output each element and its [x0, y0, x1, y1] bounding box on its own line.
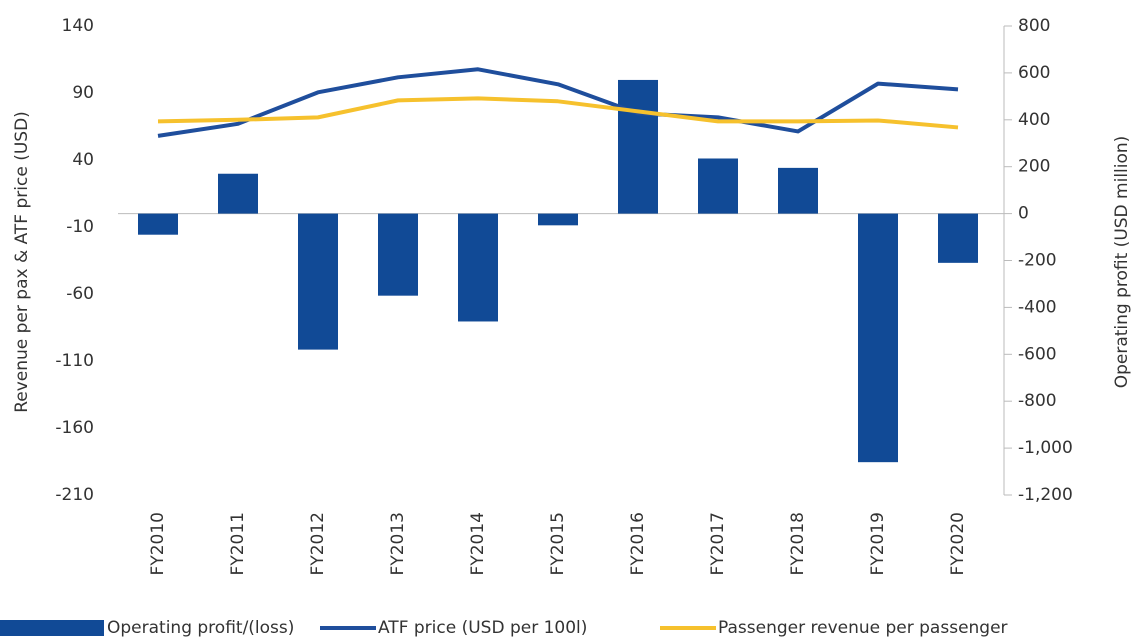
bar: [858, 213, 898, 463]
y2-tick-label: 600: [1018, 63, 1050, 83]
x-tick-label: FY2019: [868, 512, 888, 575]
y2-tick-label: -1,200: [1018, 485, 1073, 505]
y-tick-label: -60: [66, 284, 94, 304]
legend-label: Operating profit/(loss): [107, 618, 294, 638]
y-tick-label: 140: [62, 16, 94, 36]
y-tick-label: -110: [55, 351, 94, 371]
y2-tick-label: 800: [1018, 16, 1050, 36]
y2-tick-label: 200: [1018, 157, 1050, 177]
x-tick-label: FY2010: [148, 512, 168, 575]
bar: [378, 213, 418, 296]
y-axis-label: Revenue per pax & ATF price (USD): [12, 111, 32, 413]
x-tick-label: FY2013: [388, 512, 408, 575]
x-tick-label: FY2020: [948, 512, 968, 575]
bar: [938, 213, 978, 263]
legend-label: Passenger revenue per passenger: [718, 618, 1008, 638]
x-tick-label: FY2016: [628, 512, 648, 575]
line: [157, 67, 959, 138]
bar: [458, 213, 498, 322]
y2-tick-label: -200: [1018, 251, 1057, 271]
bar: [698, 158, 738, 214]
bar: [538, 213, 578, 226]
x-tick-label: FY2012: [308, 512, 328, 575]
legend-label: ATF price (USD per 100l): [378, 618, 587, 638]
line: [157, 96, 959, 130]
bar: [298, 213, 338, 350]
x-tick-label: FY2015: [548, 512, 568, 575]
bar: [618, 79, 658, 214]
y-tick-label: -10: [66, 217, 94, 237]
x-tick-label: FY2018: [788, 512, 808, 575]
legend-swatch: [0, 620, 104, 636]
bar: [218, 173, 258, 214]
x-tick-label: FY2011: [228, 512, 248, 575]
y-tick-label: 90: [72, 83, 94, 103]
y2-tick-label: -1,000: [1018, 438, 1073, 458]
bar: [138, 213, 178, 235]
y-tick-label: 40: [72, 150, 94, 170]
y2-tick-label: -400: [1018, 297, 1057, 317]
y2-tick-label: 0: [1018, 204, 1029, 224]
y-tick-label: -210: [55, 485, 94, 505]
y2-tick-label: -600: [1018, 344, 1057, 364]
y2-tick-label: -800: [1018, 391, 1057, 411]
y2-axis-label: Operating profit (USD million): [1112, 136, 1132, 389]
bar: [778, 167, 818, 214]
y-tick-label: -160: [55, 418, 94, 438]
x-tick-label: FY2017: [708, 512, 728, 575]
x-tick-label: FY2014: [468, 512, 488, 575]
y2-tick-label: 400: [1018, 110, 1050, 130]
